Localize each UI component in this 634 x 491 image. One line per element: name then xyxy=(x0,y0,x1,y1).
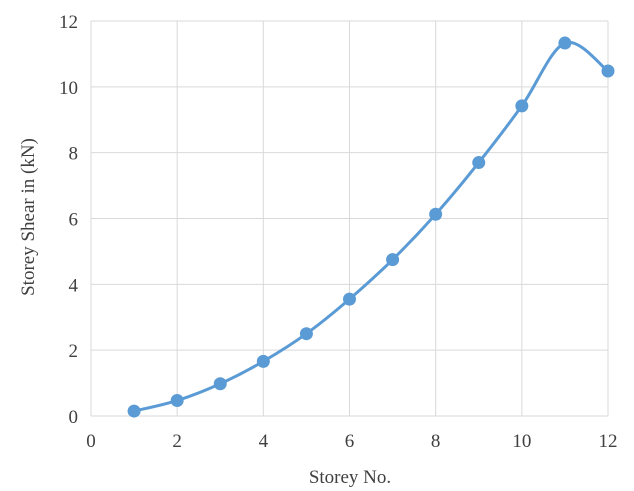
data-point xyxy=(558,36,572,50)
x-tick-label: 0 xyxy=(86,431,96,452)
data-point xyxy=(429,207,443,221)
y-tick-label: 6 xyxy=(69,210,79,231)
y-tick-label: 10 xyxy=(59,78,78,99)
data-point xyxy=(299,327,313,341)
x-tick-label: 10 xyxy=(512,431,531,452)
x-tick-label: 8 xyxy=(431,431,441,452)
x-tick-label: 6 xyxy=(345,431,355,452)
y-tick-label: 12 xyxy=(59,12,78,33)
x-axis-title: Storey No. xyxy=(309,467,391,488)
y-tick-label: 4 xyxy=(69,275,79,296)
data-point xyxy=(472,156,486,170)
y-tick-label: 2 xyxy=(69,341,79,362)
data-point xyxy=(127,404,141,418)
y-tick-label: 0 xyxy=(69,407,79,428)
x-tick-label: 4 xyxy=(259,431,269,452)
y-axis-title: Storey Shear in (kN) xyxy=(18,138,39,296)
data-point xyxy=(386,253,400,267)
data-point xyxy=(343,292,356,306)
data-points xyxy=(127,36,615,418)
data-point xyxy=(515,99,529,113)
data-point xyxy=(213,377,227,391)
data-point xyxy=(170,394,184,408)
grid xyxy=(90,20,609,417)
series-line xyxy=(133,40,609,413)
x-tick-label: 12 xyxy=(599,431,618,452)
y-tick-labels: 0 2 4 6 8 10 12 xyxy=(59,12,79,428)
x-tick-label: 2 xyxy=(172,431,182,452)
data-point xyxy=(601,64,615,78)
data-point xyxy=(256,354,270,368)
x-tick-labels: 0 2 4 6 8 10 12 xyxy=(86,431,617,452)
y-tick-label: 8 xyxy=(69,144,79,165)
